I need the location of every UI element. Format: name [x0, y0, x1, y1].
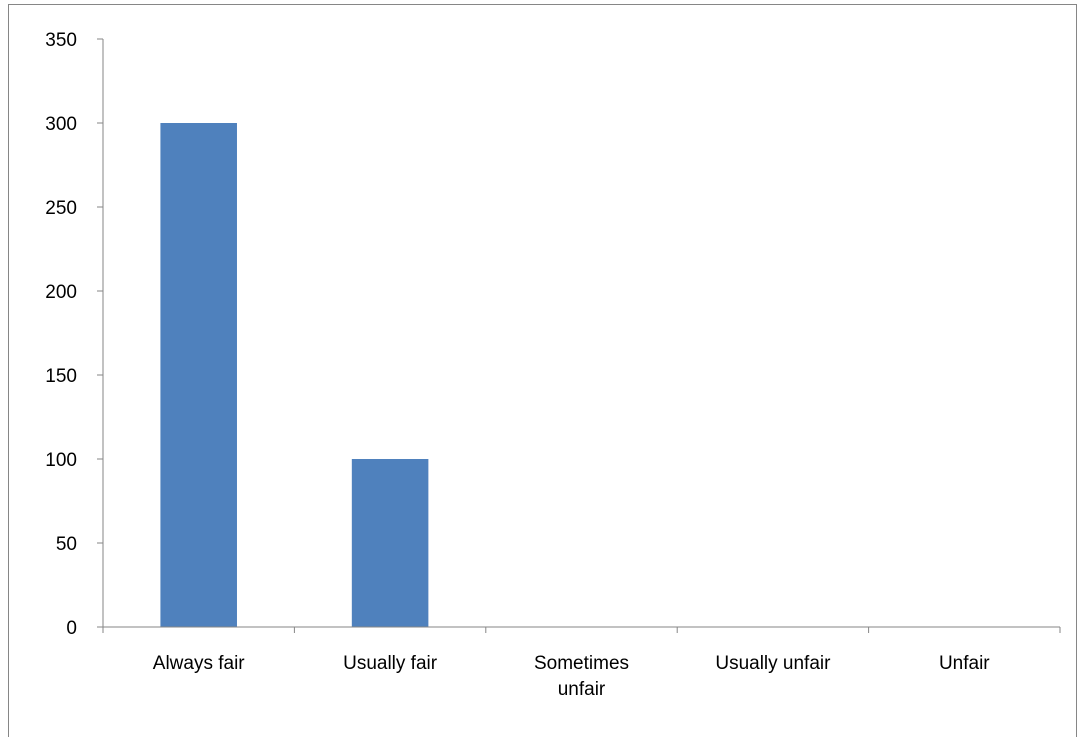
y-tick-label: 250: [45, 198, 77, 219]
x-tick-label-line: Usually unfair: [715, 653, 831, 674]
y-tick-label: 50: [56, 534, 77, 555]
x-tick-label: Usually unfair: [715, 653, 831, 674]
x-tick-label: Unfair: [939, 653, 990, 674]
x-tick-label-line: Sometimes: [534, 653, 629, 674]
x-ticks-group: Always fair Usually fair Sometimes unfair Us…: [102, 627, 1061, 700]
bar: [351, 459, 429, 627]
axes-group: [102, 39, 1060, 628]
x-tick-label: Sometimes unfair: [534, 653, 629, 700]
y-tick-label: 150: [45, 366, 77, 387]
y-tick-label: 300: [45, 114, 77, 135]
y-tick-label: 0: [66, 618, 77, 639]
bar: [160, 123, 237, 627]
x-tick-label-line: Usually fair: [343, 653, 438, 674]
y-tick-label: 350: [45, 30, 77, 51]
x-tick-label: Always fair: [153, 653, 246, 674]
y-ticks-group: 0 50 100 150 200 250 300 350: [45, 30, 103, 639]
x-tick-label-line: Unfair: [939, 653, 990, 674]
chart-frame: [8, 4, 1077, 737]
x-tick-label: Usually fair: [343, 653, 438, 674]
x-tick-label-line: Always fair: [153, 653, 246, 674]
y-tick-label: 200: [45, 282, 77, 303]
x-tick-label-line: unfair: [558, 679, 606, 700]
y-tick-label: 100: [45, 450, 77, 471]
bars-group: [160, 123, 429, 627]
